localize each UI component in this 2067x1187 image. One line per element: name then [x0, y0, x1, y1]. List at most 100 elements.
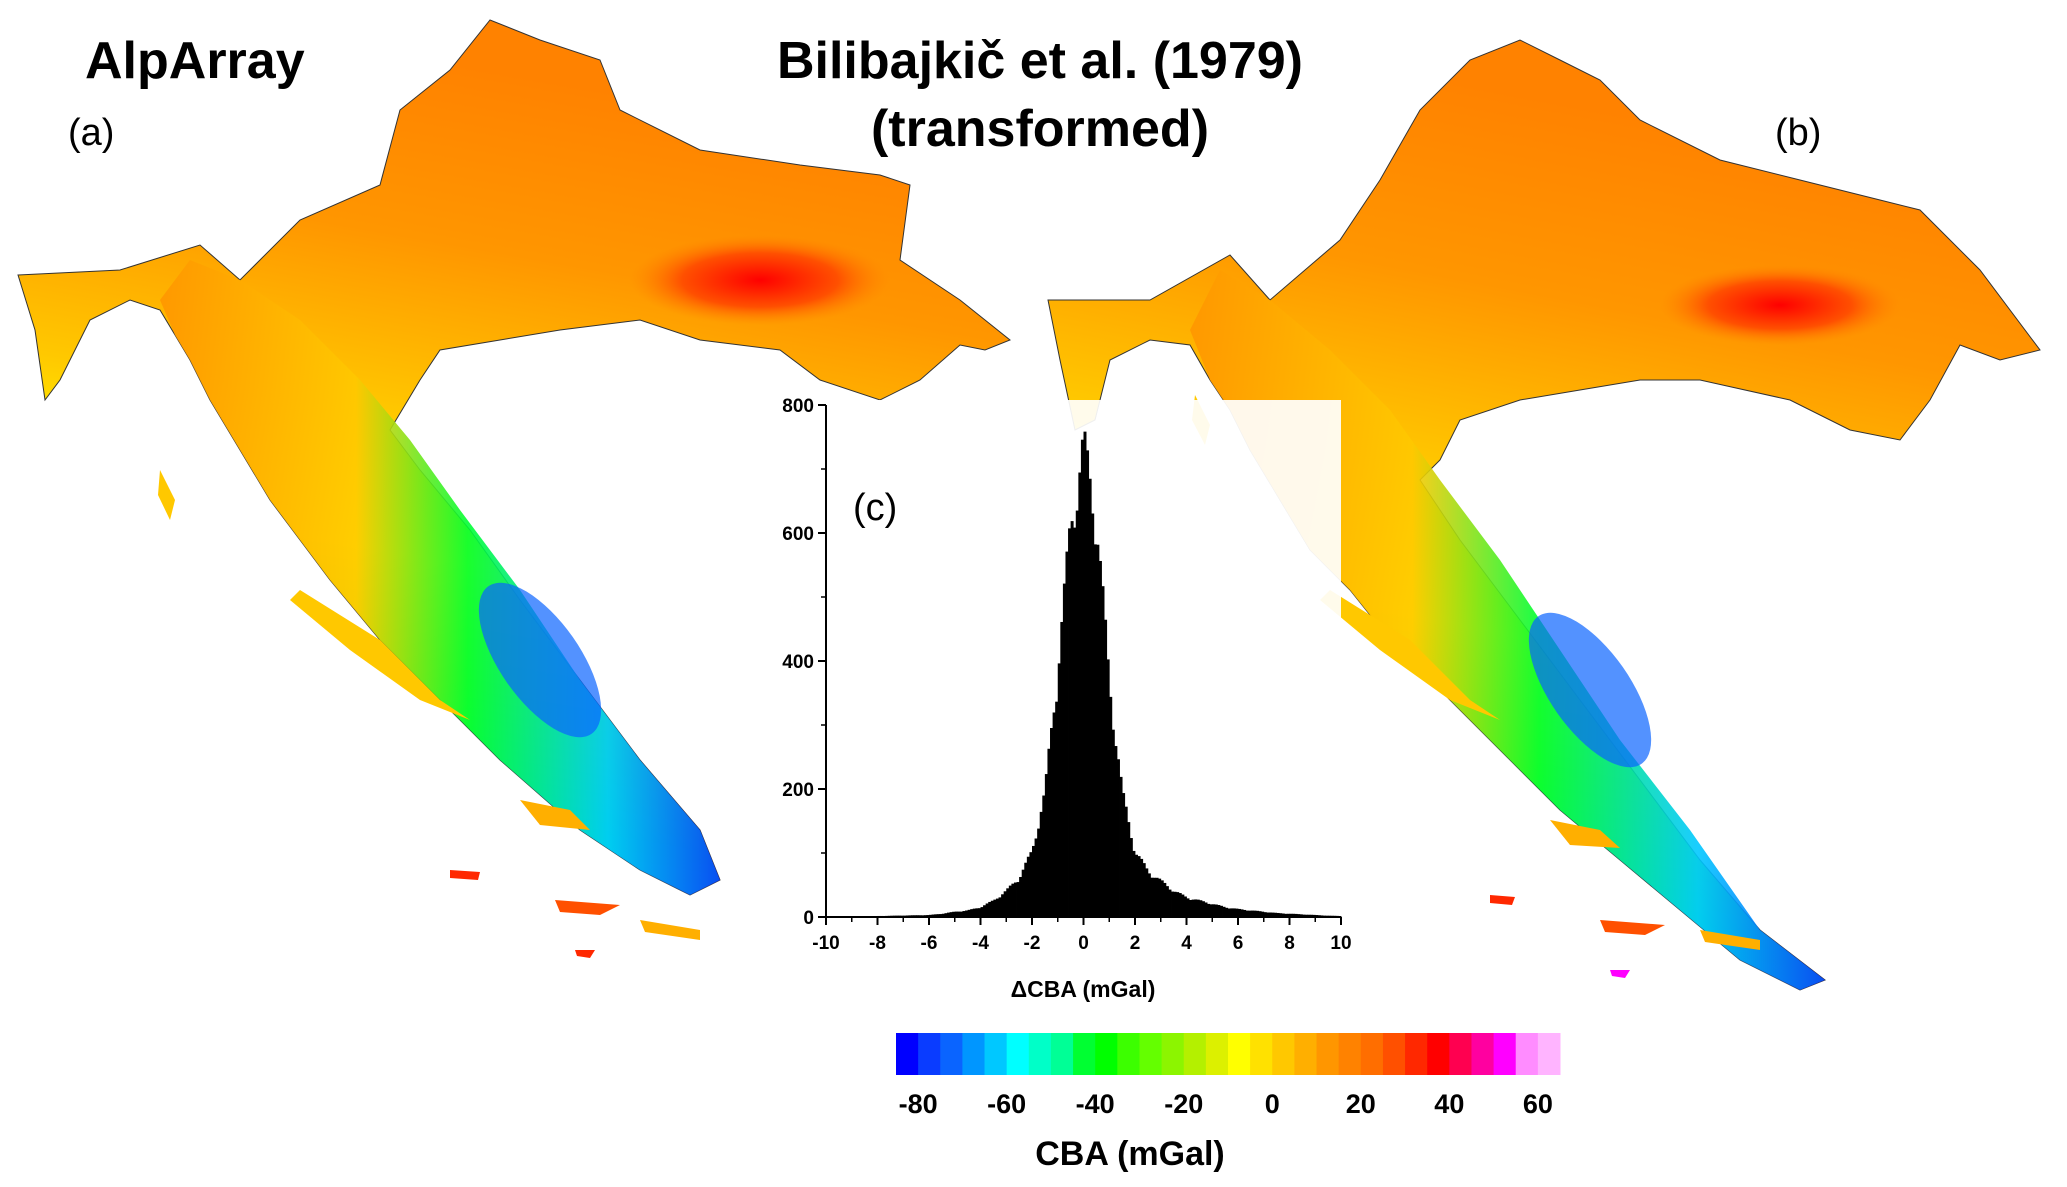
histogram-bar [1276, 912, 1280, 917]
histogram-bar [965, 910, 969, 917]
histogram-bar [1132, 850, 1136, 917]
histogram-y-tick-label: 600 [782, 524, 814, 545]
histogram-bar [1268, 912, 1272, 917]
map-b-island-4 [1490, 895, 1515, 905]
histogram-x-tick-label: 0 [1078, 933, 1089, 954]
map-a-lowspot [478, 582, 602, 738]
histogram-bar [1207, 903, 1211, 917]
histogram-bar [1147, 873, 1151, 917]
colorbar-swatches [896, 1033, 1561, 1075]
histogram-bar [1312, 914, 1316, 917]
histogram-bar [970, 909, 974, 917]
histogram-bar [1042, 795, 1046, 917]
colorbar-swatch [1360, 1033, 1384, 1075]
histogram-bar [1003, 891, 1007, 917]
histogram-bar [1044, 774, 1048, 917]
histogram-bar [1073, 527, 1077, 917]
colorbar-swatch [984, 1033, 1008, 1075]
map-b-hotspot [1660, 265, 1900, 345]
map-b-island-7 [1610, 970, 1630, 978]
colorbar-swatch [1050, 1033, 1074, 1075]
histogram-x-tick-label: -2 [1024, 933, 1041, 954]
histogram-bar [1160, 880, 1164, 917]
colorbar-ticks: -80 -60 -40 -20 0 20 40 60 [899, 1089, 1553, 1119]
histogram-bar [1029, 852, 1033, 917]
histogram-bar [1271, 912, 1275, 917]
histogram-x-tick-label: -10 [812, 933, 839, 954]
histogram-bar [1199, 900, 1203, 917]
histogram-bar [1142, 863, 1146, 917]
title-bilibajkic: Bilibajkič et al. (1979) [777, 32, 1303, 90]
histogram-bar [1106, 659, 1110, 917]
histogram-y-tick-label: 400 [782, 652, 814, 673]
colorbar-swatch [1028, 1033, 1052, 1075]
panel-label-a: (a) [68, 112, 114, 154]
colorbar-tick-label: 0 [1265, 1089, 1280, 1119]
histogram-bar [1055, 701, 1059, 917]
histogram-bar [1052, 712, 1056, 917]
histogram-bar [929, 914, 932, 917]
colorbar: -80 -60 -40 -20 0 20 40 60 CBA (mGal) [896, 1033, 1561, 1173]
histogram-bar [1238, 908, 1241, 917]
histogram-bar [1310, 914, 1314, 917]
histogram-bar [1124, 806, 1128, 917]
histogram-bar [1104, 619, 1108, 917]
histogram-bar [959, 911, 963, 917]
colorbar-swatch [918, 1033, 941, 1075]
histogram-bar [1155, 877, 1159, 917]
histogram-bar [1171, 891, 1175, 917]
colorbar-swatch [1272, 1033, 1295, 1075]
histogram-bar [1098, 560, 1102, 917]
colorbar-swatch [940, 1033, 963, 1075]
histogram-x-tick-label: 10 [1330, 933, 1351, 954]
map-b-coast-belt [1190, 270, 1825, 990]
histogram-bar [1196, 899, 1200, 917]
histogram-bar [1281, 913, 1285, 917]
colorbar-swatch [1449, 1033, 1472, 1075]
histogram-bar [1109, 696, 1113, 917]
histogram-bar [934, 914, 938, 917]
histogram-bar [1214, 904, 1218, 917]
colorbar-swatch [1161, 1033, 1185, 1075]
histogram-x-tick-label: -8 [869, 933, 886, 954]
colorbar-swatch [1537, 1033, 1561, 1075]
histogram-bar [1122, 793, 1126, 917]
histogram-bar [1289, 913, 1293, 917]
histogram-bar [1258, 911, 1262, 917]
map-a-island-2 [520, 800, 590, 830]
histogram-bar [1135, 854, 1138, 917]
histogram-bar [954, 911, 958, 917]
histogram-bar [949, 912, 953, 917]
histogram-bar [1158, 878, 1162, 917]
histogram-bar [1037, 828, 1041, 917]
colorbar-swatch [962, 1033, 986, 1075]
map-a-island-5 [158, 470, 175, 520]
colorbar-tick-label: 40 [1434, 1089, 1464, 1119]
panel-label-c: (c) [853, 487, 897, 529]
histogram-bar [1140, 858, 1144, 917]
colorbar-swatch [1205, 1033, 1229, 1075]
histogram-bar [1111, 729, 1115, 917]
panel-label-b: (b) [1775, 112, 1821, 154]
map-b-island-2 [1550, 820, 1620, 848]
histogram-bar [1145, 868, 1149, 917]
colorbar-swatch [1294, 1033, 1318, 1075]
histogram-bar [1263, 912, 1267, 917]
histogram-bar [957, 911, 961, 917]
histogram-bar [1101, 586, 1105, 917]
histogram-c: (c) -10 -8 -6 -4 -2 0 2 4 6 8 10 0 200 400 600 800 ΔCB… [782, 396, 1351, 1002]
map-a-coast-belt [160, 260, 720, 895]
histogram-bar [977, 908, 981, 917]
histogram-bar [1217, 905, 1221, 917]
histogram-bar [1176, 892, 1180, 917]
colorbar-swatch [1493, 1033, 1517, 1075]
histogram-bar [1194, 899, 1198, 917]
colorbar-tick-label: -20 [1164, 1089, 1203, 1119]
histogram-bar [1261, 911, 1265, 917]
histogram-bar [1150, 877, 1154, 917]
histogram-bar [998, 897, 1002, 917]
histogram-bar [1093, 544, 1097, 917]
histogram-x-tick-label: 6 [1233, 933, 1244, 954]
histogram-bar [1284, 913, 1288, 917]
